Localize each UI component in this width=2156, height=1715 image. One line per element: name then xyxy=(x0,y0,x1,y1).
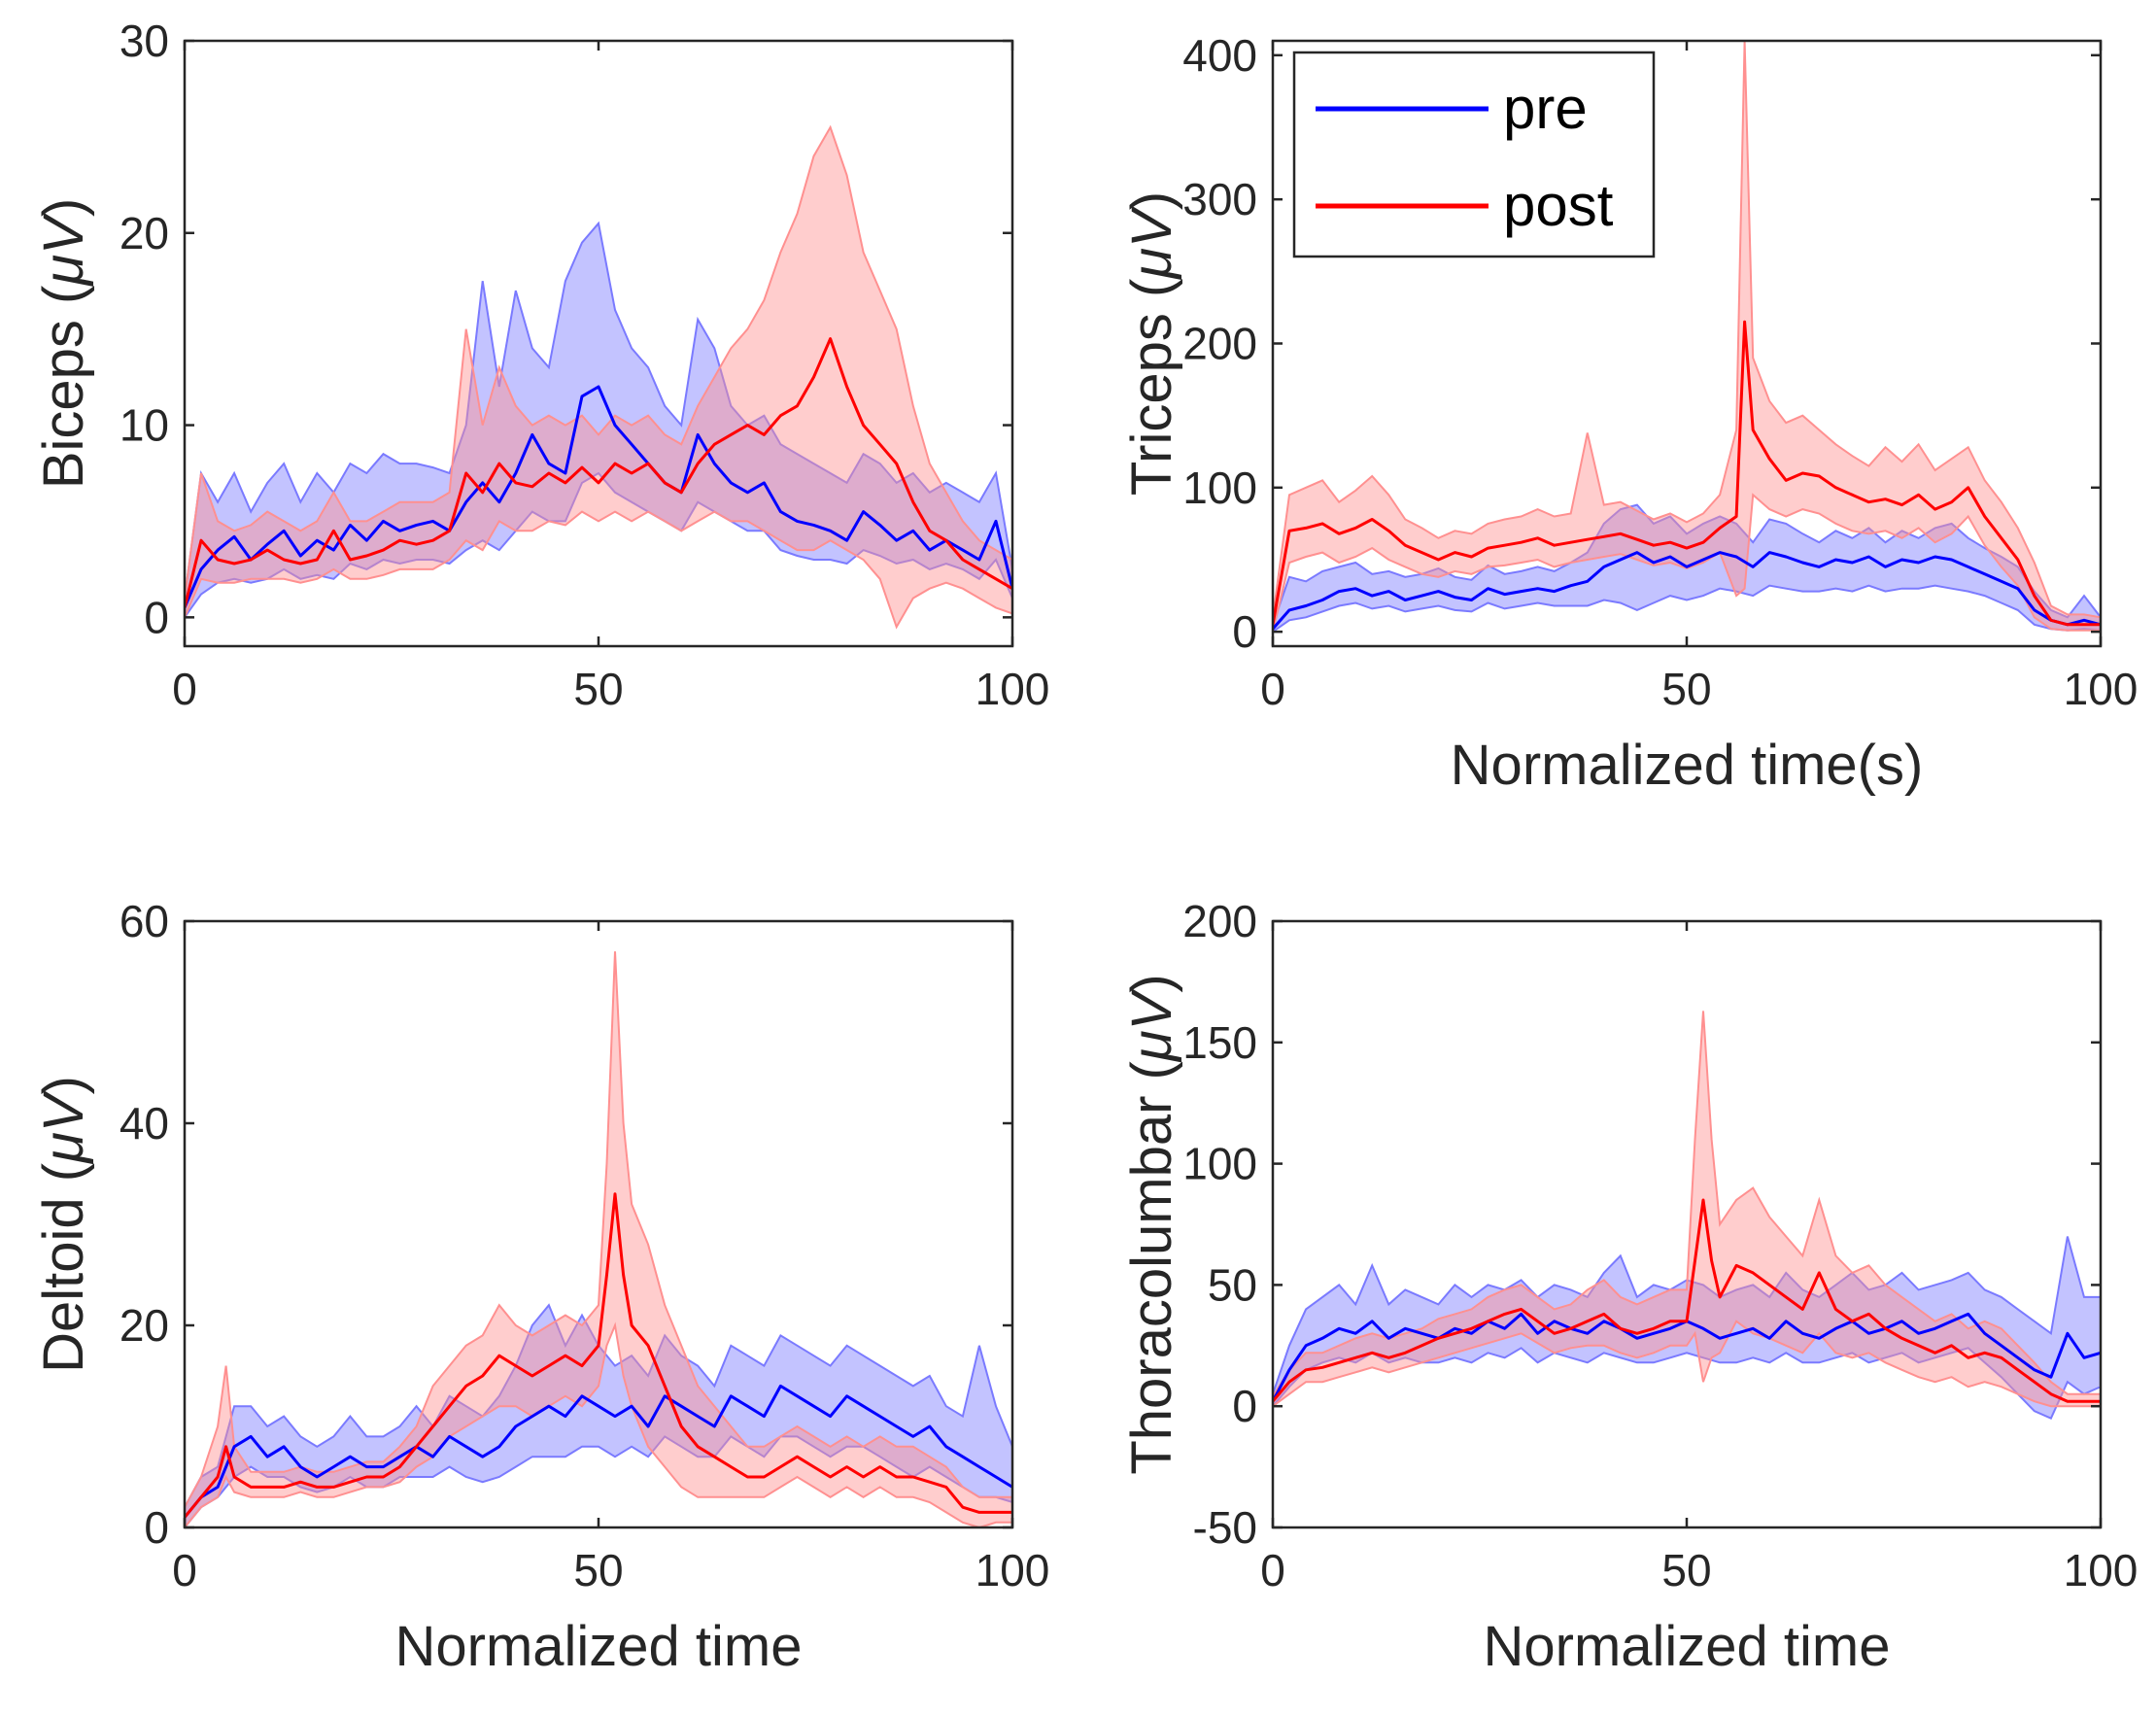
biceps-ylabel-text: Biceps ( xyxy=(32,286,95,490)
biceps-panel: 0 50 100 0 10 20 30 Biceps (μV) xyxy=(32,16,1049,714)
thoracolumbar-xtick-label: 100 xyxy=(2064,1545,2139,1595)
triceps-legend: pre post xyxy=(1292,51,1656,258)
triceps-xtick-label: 0 xyxy=(1260,664,1285,714)
thoracolumbar-xtick-label: 50 xyxy=(1661,1545,1711,1595)
thoracolumbar-ytick-label: 0 xyxy=(1232,1381,1257,1431)
thoracolumbar-ytick-label: -50 xyxy=(1193,1502,1257,1553)
biceps-ytick-label: 20 xyxy=(120,208,169,258)
thoracolumbar-ytick-label: 50 xyxy=(1208,1259,1257,1310)
deltoid-xtick-label: 0 xyxy=(172,1545,197,1595)
triceps-ytick-label: 400 xyxy=(1182,30,1257,81)
thoracolumbar-ylabel-close: ) xyxy=(1120,974,1183,992)
thoracolumbar-post-line xyxy=(1273,1198,2101,1403)
biceps-ylabel-close: ) xyxy=(32,198,95,217)
deltoid-panel: 0 50 100 0 20 40 60 Deltoid (μV) Normalized time xyxy=(32,896,1049,1678)
triceps-ytick-label: 300 xyxy=(1182,174,1257,224)
triceps-ylabel-text: Triceps ( xyxy=(1120,279,1183,496)
biceps-ylabel: Biceps (μV) xyxy=(32,198,95,489)
deltoid-ylabel-close: ) xyxy=(32,1076,95,1094)
deltoid-ylabel-unit: μV xyxy=(32,1089,95,1165)
deltoid-ylabel-text: Deltoid ( xyxy=(32,1163,95,1373)
thoracolumbar-ylabel-unit: μV xyxy=(1120,987,1183,1063)
deltoid-xlabel: Normalized time xyxy=(395,1615,803,1678)
deltoid-ylabel: Deltoid (μV) xyxy=(32,1076,95,1373)
biceps-post-line xyxy=(185,337,1012,608)
biceps-ytick-label: 30 xyxy=(120,16,169,66)
thoracolumbar-ytick-label: 200 xyxy=(1182,896,1257,946)
deltoid-ytick-label: 40 xyxy=(120,1098,169,1149)
biceps-ytick-label: 0 xyxy=(144,592,169,642)
thoracolumbar-pre-band xyxy=(1273,1236,2101,1421)
triceps-legend-box xyxy=(1292,51,1656,258)
biceps-xtick-label: 50 xyxy=(573,664,623,714)
thoracolumbar-ytick-label: 100 xyxy=(1182,1139,1257,1189)
biceps-xtick-label: 100 xyxy=(975,664,1050,714)
triceps-ylabel-close: ) xyxy=(1120,191,1183,210)
deltoid-ytick-label: 0 xyxy=(144,1502,169,1553)
deltoid-pre-line xyxy=(185,1384,1012,1519)
biceps-pre-band xyxy=(185,221,1012,620)
thoracolumbar-ylabel-text: Thoracolumbar ( xyxy=(1120,1061,1183,1474)
triceps-plot-area xyxy=(1273,41,2101,634)
triceps-ytick-label: 100 xyxy=(1182,463,1257,513)
triceps-legend-label-pre: pre xyxy=(1503,76,1588,141)
triceps-xtick-label: 100 xyxy=(2064,664,2139,714)
triceps-legend-label-post: post xyxy=(1503,173,1614,238)
thoracolumbar-post-band xyxy=(1273,1011,2101,1408)
triceps-ytick-label: 0 xyxy=(1232,606,1257,657)
thoracolumbar-plot-area xyxy=(1273,1011,2101,1421)
deltoid-xtick-label: 100 xyxy=(975,1545,1050,1595)
thoracolumbar-ylabel: Thoracolumbar (μV) xyxy=(1120,974,1183,1474)
triceps-xlabel: Normalized time(s) xyxy=(1451,734,1924,797)
thoracolumbar-ytick-label: 150 xyxy=(1182,1017,1257,1068)
triceps-panel: 0 50 100 0 100 200 300 400 Triceps (μV) Normalize… xyxy=(1120,30,2138,797)
thoracolumbar-xlabel: Normalized time xyxy=(1484,1615,1891,1678)
biceps-post-band xyxy=(185,124,1012,630)
biceps-ytick-label: 10 xyxy=(120,400,169,451)
triceps-post-line xyxy=(1273,320,2101,627)
triceps-xtick-label: 50 xyxy=(1661,664,1711,714)
biceps-pre-line xyxy=(185,385,1012,608)
biceps-ylabel-unit: μV xyxy=(32,212,95,288)
deltoid-ytick-label: 60 xyxy=(120,896,169,946)
deltoid-xtick-label: 50 xyxy=(573,1545,623,1595)
deltoid-plot-area xyxy=(185,951,1012,1527)
triceps-post-band xyxy=(1273,41,2101,633)
deltoid-post-line xyxy=(185,1192,1012,1519)
triceps-ytick-label: 200 xyxy=(1182,319,1257,369)
triceps-ylabel: Triceps (μV) xyxy=(1120,191,1183,496)
triceps-pre-line xyxy=(1273,551,2101,631)
biceps-xtick-label: 0 xyxy=(172,664,197,714)
biceps-plot-area xyxy=(185,124,1012,630)
triceps-ylabel-unit: μV xyxy=(1120,205,1183,281)
thoracolumbar-xtick-label: 0 xyxy=(1260,1545,1285,1595)
deltoid-ytick-label: 20 xyxy=(120,1300,169,1351)
